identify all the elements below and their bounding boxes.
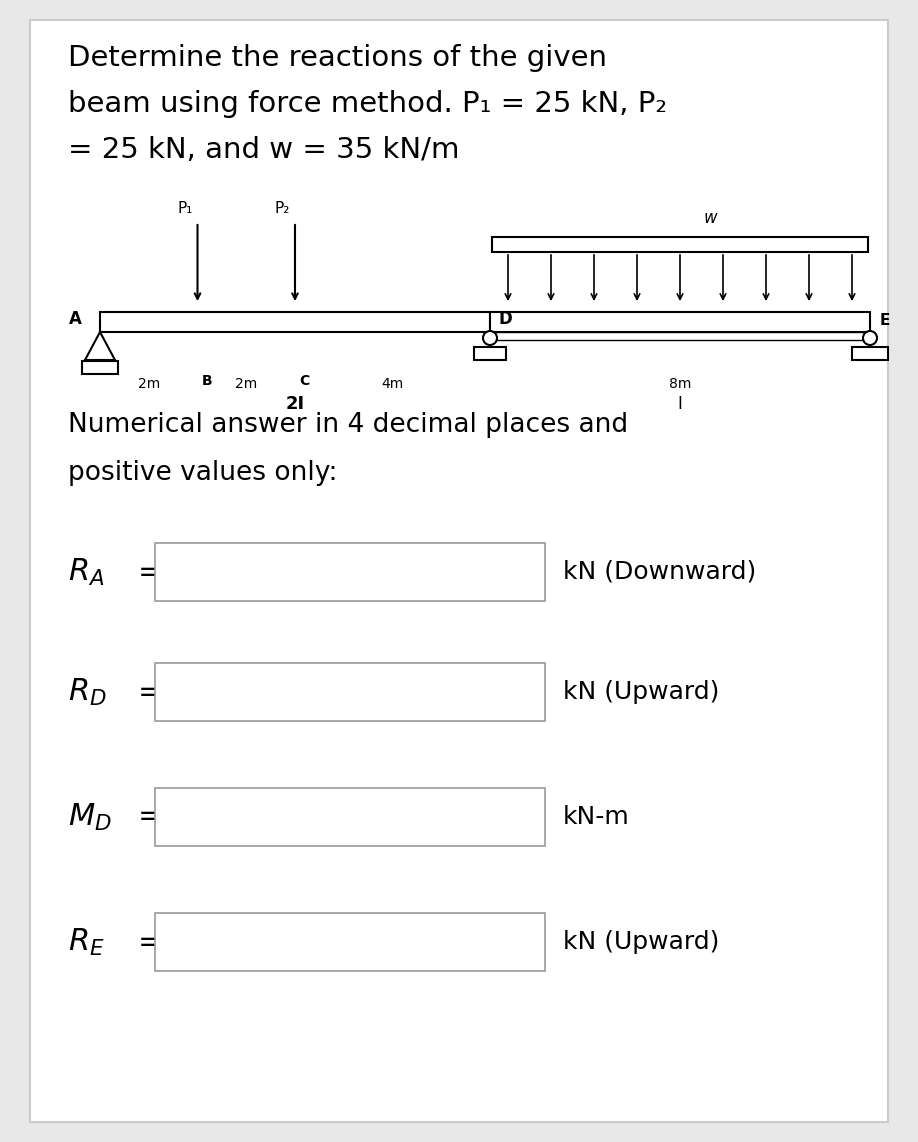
- Text: 2m: 2m: [235, 377, 257, 391]
- Bar: [155, 542, 545, 601]
- Text: =: =: [138, 557, 163, 587]
- Bar: [474, 347, 506, 360]
- Text: kN (Upward): kN (Upward): [563, 930, 720, 954]
- Text: P₂: P₂: [274, 201, 290, 216]
- Bar: [492, 238, 868, 252]
- Text: Numerical answer in 4 decimal places and: Numerical answer in 4 decimal places and: [68, 412, 628, 439]
- Text: kN-m: kN-m: [563, 805, 630, 829]
- Bar: [155, 664, 545, 721]
- Bar: [155, 912, 545, 971]
- Text: $M_D$: $M_D$: [68, 802, 112, 833]
- Text: =: =: [138, 803, 163, 831]
- Bar: [852, 347, 888, 360]
- Text: P₁: P₁: [177, 201, 193, 216]
- Text: I: I: [677, 395, 682, 413]
- Text: B: B: [201, 373, 212, 388]
- Text: 2m: 2m: [138, 377, 160, 391]
- Text: positive values only:: positive values only:: [68, 460, 338, 486]
- Bar: [100, 312, 490, 332]
- Text: A: A: [69, 309, 82, 328]
- Bar: [490, 312, 870, 332]
- Text: E: E: [880, 313, 890, 328]
- Circle shape: [483, 331, 497, 345]
- Text: 8m: 8m: [669, 377, 691, 391]
- Text: $R_A$: $R_A$: [68, 556, 105, 587]
- Text: 2I: 2I: [285, 395, 305, 413]
- Text: Determine the reactions of the given: Determine the reactions of the given: [68, 45, 607, 72]
- Circle shape: [863, 331, 877, 345]
- Text: beam using force method. P₁ = 25 kN, P₂: beam using force method. P₁ = 25 kN, P₂: [68, 90, 667, 118]
- Text: $R_D$: $R_D$: [68, 676, 106, 708]
- Text: C: C: [299, 373, 309, 388]
- Text: kN (Upward): kN (Upward): [563, 679, 720, 703]
- Bar: [490, 332, 870, 340]
- Text: =: =: [138, 677, 163, 707]
- Text: = 25 kN, and w = 35 kN/m: = 25 kN, and w = 35 kN/m: [68, 136, 460, 164]
- Text: =: =: [138, 927, 163, 957]
- Bar: [155, 788, 545, 846]
- Text: kN (Downward): kN (Downward): [563, 560, 756, 584]
- Polygon shape: [85, 332, 115, 360]
- Text: D: D: [498, 309, 511, 328]
- Text: $R_E$: $R_E$: [68, 926, 105, 957]
- Text: w: w: [703, 209, 717, 227]
- Bar: [82, 361, 118, 373]
- Text: 4m: 4m: [381, 377, 404, 391]
